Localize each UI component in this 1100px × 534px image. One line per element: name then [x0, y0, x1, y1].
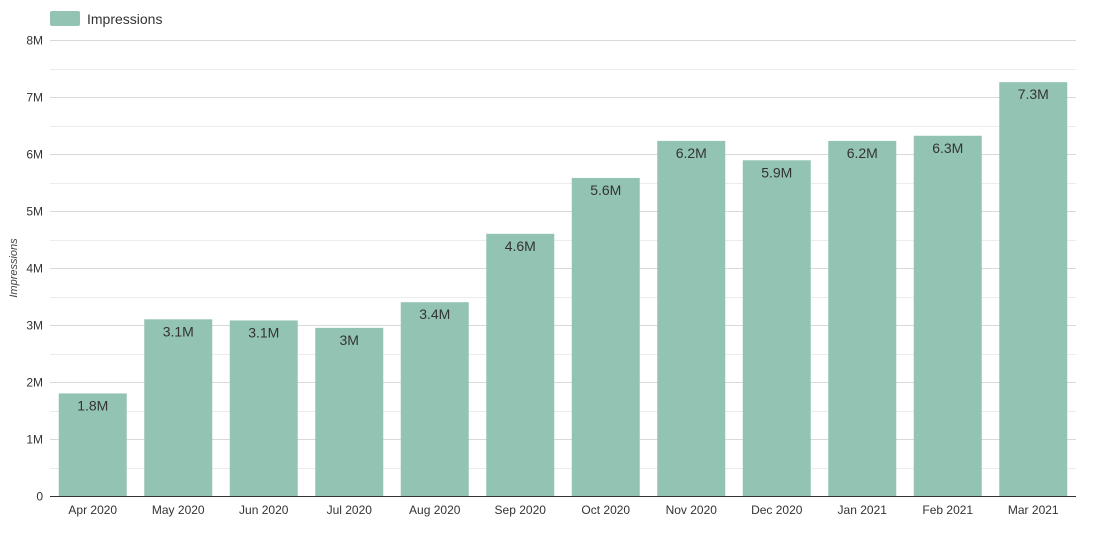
- y-tick-label: 8M: [26, 34, 43, 48]
- x-tick-label: Aug 2020: [409, 503, 461, 517]
- bar[interactable]: [58, 393, 127, 496]
- bar[interactable]: [229, 320, 298, 496]
- legend[interactable]: Impressions: [50, 11, 162, 27]
- bars: 1.8M 3.1M 3.1M 3M 3.4M 4.6M 5.6M 6.2M 5.9M 6.2M 6.…: [58, 82, 1068, 497]
- y-tick-label: 5M: [26, 205, 43, 219]
- y-axis-title: Impressions: [8, 238, 20, 298]
- bar-data-label: 5.9M: [761, 164, 792, 180]
- bar-data-label: 4.6M: [505, 238, 536, 254]
- y-tick-label: 2M: [26, 376, 43, 390]
- x-tick-label: Sep 2020: [495, 503, 547, 517]
- bar-data-label: 3.1M: [163, 323, 194, 339]
- y-tick-label: 0: [36, 490, 43, 504]
- x-tick-label: Nov 2020: [666, 503, 718, 517]
- bar[interactable]: [486, 233, 555, 497]
- legend-swatch: [50, 11, 80, 26]
- x-tick-label: Jul 2020: [327, 503, 373, 517]
- bar[interactable]: [742, 160, 811, 496]
- x-tick-label: Apr 2020: [68, 503, 117, 517]
- x-tick-label: Dec 2020: [751, 503, 803, 517]
- y-tick-label: 6M: [26, 148, 43, 162]
- x-tick-label: Mar 2021: [1008, 503, 1059, 517]
- bar-data-label: 5.6M: [590, 182, 621, 198]
- x-tick-label: Oct 2020: [581, 503, 630, 517]
- y-tick-label: 7M: [26, 91, 43, 105]
- x-tick-label: May 2020: [152, 503, 205, 517]
- bar-data-label: 3.1M: [248, 324, 279, 340]
- bar[interactable]: [828, 140, 897, 496]
- bar[interactable]: [315, 327, 384, 496]
- y-tick-label: 4M: [26, 262, 43, 276]
- bar-data-label: 6.3M: [932, 140, 963, 156]
- bar[interactable]: [400, 302, 469, 496]
- x-tick-label: Jan 2021: [838, 503, 888, 517]
- bar-data-label: 7.3M: [1018, 86, 1049, 102]
- y-tick-label: 3M: [26, 319, 43, 333]
- bar-data-label: 6.2M: [676, 145, 707, 161]
- x-tick-label: Jun 2020: [239, 503, 289, 517]
- bar[interactable]: [657, 140, 726, 496]
- x-tick-label: Feb 2021: [922, 503, 973, 517]
- legend-label: Impressions: [87, 11, 162, 27]
- bar-data-label: 1.8M: [77, 397, 108, 413]
- bar-data-label: 6.2M: [847, 145, 878, 161]
- gridlines: [50, 40, 1076, 469]
- bar[interactable]: [999, 82, 1068, 497]
- bar[interactable]: [913, 135, 982, 496]
- bar[interactable]: [144, 319, 213, 496]
- y-tick-label: 1M: [26, 433, 43, 447]
- bar-data-label: 3M: [340, 332, 359, 348]
- axes: 0 1M 2M 3M 4M 5M 6M 7M 8M Apr 2020 May 2020 Jun 202…: [26, 34, 1076, 517]
- bar-data-label: 3.4M: [419, 306, 450, 322]
- bar[interactable]: [571, 177, 640, 496]
